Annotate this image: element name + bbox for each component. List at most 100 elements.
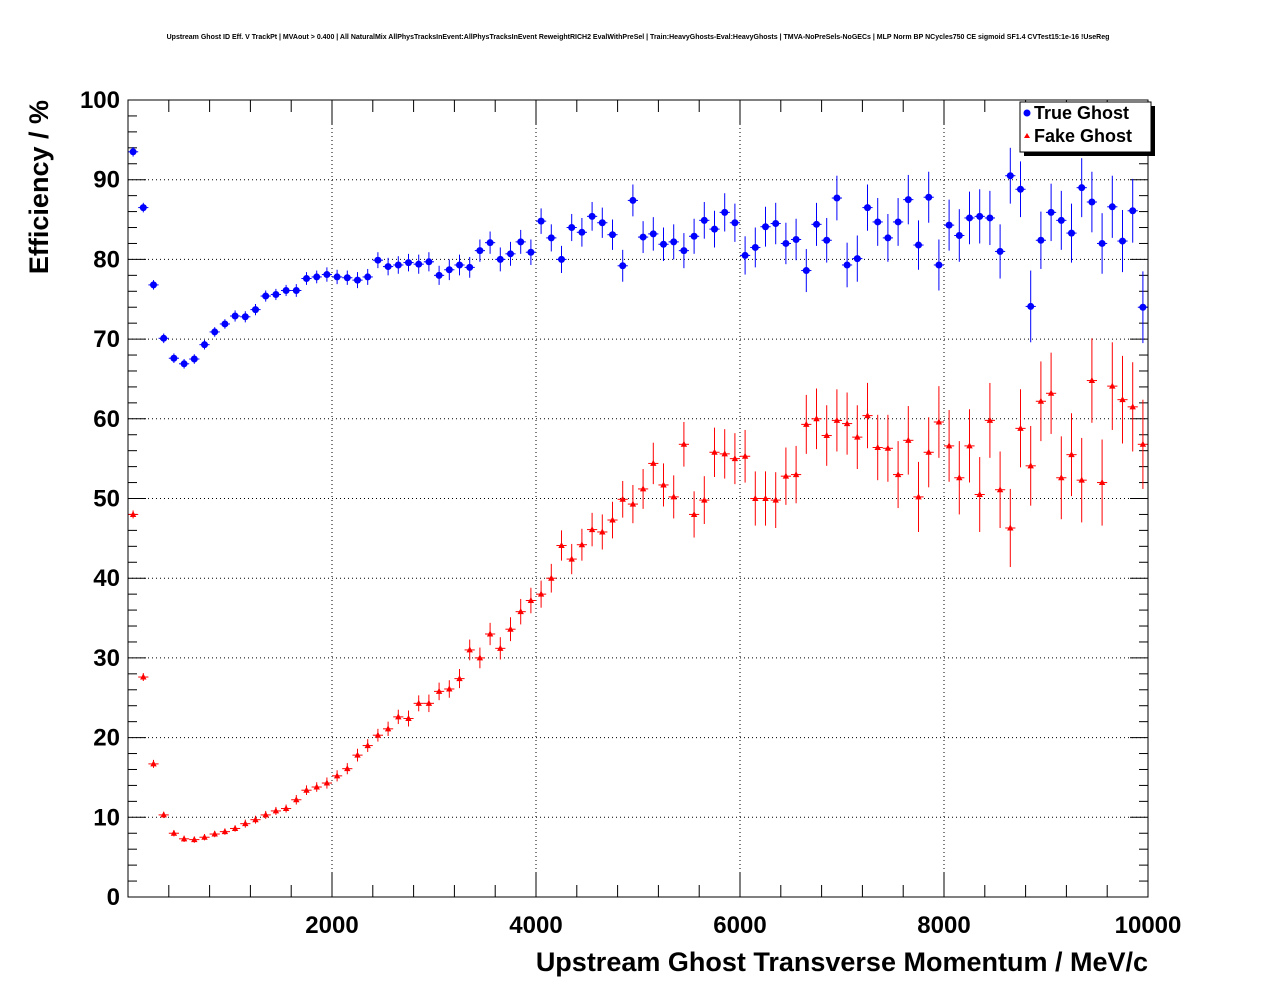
x-tick-label: 2000 xyxy=(305,912,358,939)
data-point xyxy=(731,455,739,462)
x-tick-label: 4000 xyxy=(509,912,562,939)
y-tick-label: 90 xyxy=(93,167,120,194)
data-point xyxy=(639,233,647,241)
data-point xyxy=(701,496,708,503)
data-point xyxy=(609,231,616,239)
data-point xyxy=(966,442,973,449)
data-point xyxy=(884,444,892,451)
y-tick-label: 40 xyxy=(93,565,120,592)
x-tick-label: 10000 xyxy=(1115,912,1182,939)
data-point xyxy=(241,313,249,321)
y-tick-label: 50 xyxy=(93,486,120,513)
data-point xyxy=(292,286,300,294)
data-point xyxy=(344,765,351,772)
legend-fake-ghost-marker xyxy=(1024,133,1030,138)
data-point xyxy=(864,204,871,212)
data-point xyxy=(129,510,137,517)
data-point xyxy=(741,452,749,459)
data-point xyxy=(782,472,790,479)
data-point xyxy=(803,420,810,427)
tick-labels: 0 10 20 30 40 50 60 70 80 90 100 2000 4000 6000 8000 10… xyxy=(80,87,1181,939)
data-point xyxy=(374,731,382,738)
data-point xyxy=(772,496,779,503)
data-point xyxy=(578,228,586,236)
data-point xyxy=(354,276,361,284)
data-point xyxy=(497,644,504,651)
data-point xyxy=(986,214,994,222)
y-axis-title: Efficiency / % xyxy=(24,100,54,274)
data-point xyxy=(1119,237,1126,245)
data-point xyxy=(537,217,545,225)
data-point xyxy=(558,542,565,549)
data-point xyxy=(864,412,871,419)
data-point xyxy=(925,448,932,455)
y-tick-label: 70 xyxy=(93,326,120,353)
data-point xyxy=(782,239,790,247)
data-point xyxy=(1088,377,1096,384)
data-point xyxy=(507,250,514,258)
data-point xyxy=(650,459,657,466)
data-point xyxy=(476,654,484,661)
data-point xyxy=(700,216,708,224)
data-point xyxy=(1088,198,1096,206)
x-axis-title: Upstream Ghost Transverse Momentum / MeV… xyxy=(536,947,1148,977)
data-point xyxy=(252,816,259,823)
data-point xyxy=(507,625,514,632)
y-tick-label: 0 xyxy=(107,884,120,911)
data-point xyxy=(751,243,759,251)
data-point xyxy=(639,485,647,492)
data-point xyxy=(578,541,586,548)
data-point xyxy=(476,247,484,255)
data-point xyxy=(466,646,473,653)
data-point xyxy=(201,833,208,840)
data-point xyxy=(272,290,280,298)
data-point xyxy=(619,495,626,502)
data-point xyxy=(853,255,861,263)
data-point xyxy=(588,526,596,533)
data-point xyxy=(752,495,759,501)
data-point xyxy=(1068,451,1075,458)
chart-title: Upstream Ghost ID Eff. V TrackPt | MVAou… xyxy=(166,34,1110,41)
y-tick-label: 80 xyxy=(93,246,120,273)
data-point xyxy=(139,204,147,212)
data-point xyxy=(242,820,249,827)
grid-lines xyxy=(128,100,1148,897)
data-point xyxy=(160,334,168,342)
data-point xyxy=(537,590,545,597)
axis-ticks xyxy=(128,99,1149,898)
data-point xyxy=(201,341,208,349)
y-tick-label: 10 xyxy=(93,804,120,831)
data-point xyxy=(354,751,361,758)
data-point xyxy=(548,574,555,581)
data-point xyxy=(813,415,820,422)
data-point xyxy=(333,273,341,281)
data-point xyxy=(660,481,667,488)
data-point xyxy=(854,433,861,440)
data-point xyxy=(955,231,963,239)
data-point xyxy=(384,263,392,271)
data-point xyxy=(1098,239,1106,247)
data-point xyxy=(333,772,341,779)
data-point xyxy=(792,235,800,243)
data-point xyxy=(231,312,239,320)
data-point xyxy=(1037,397,1045,404)
data-point xyxy=(1129,403,1136,410)
data-point xyxy=(976,491,983,498)
data-point xyxy=(140,673,147,680)
y-tick-label: 60 xyxy=(93,406,120,433)
data-point xyxy=(456,675,463,682)
data-point xyxy=(221,828,229,835)
data-point xyxy=(986,416,994,423)
data-point xyxy=(282,805,290,812)
data-point xyxy=(894,471,902,478)
data-point xyxy=(792,471,800,478)
data-point xyxy=(833,416,841,423)
data-point xyxy=(802,267,810,275)
data-point xyxy=(303,275,310,283)
data-point xyxy=(894,218,902,226)
y-tick-label: 30 xyxy=(93,645,120,672)
data-point xyxy=(272,807,280,814)
data-point xyxy=(435,687,443,694)
data-point xyxy=(1078,476,1085,483)
data-point xyxy=(252,306,259,314)
